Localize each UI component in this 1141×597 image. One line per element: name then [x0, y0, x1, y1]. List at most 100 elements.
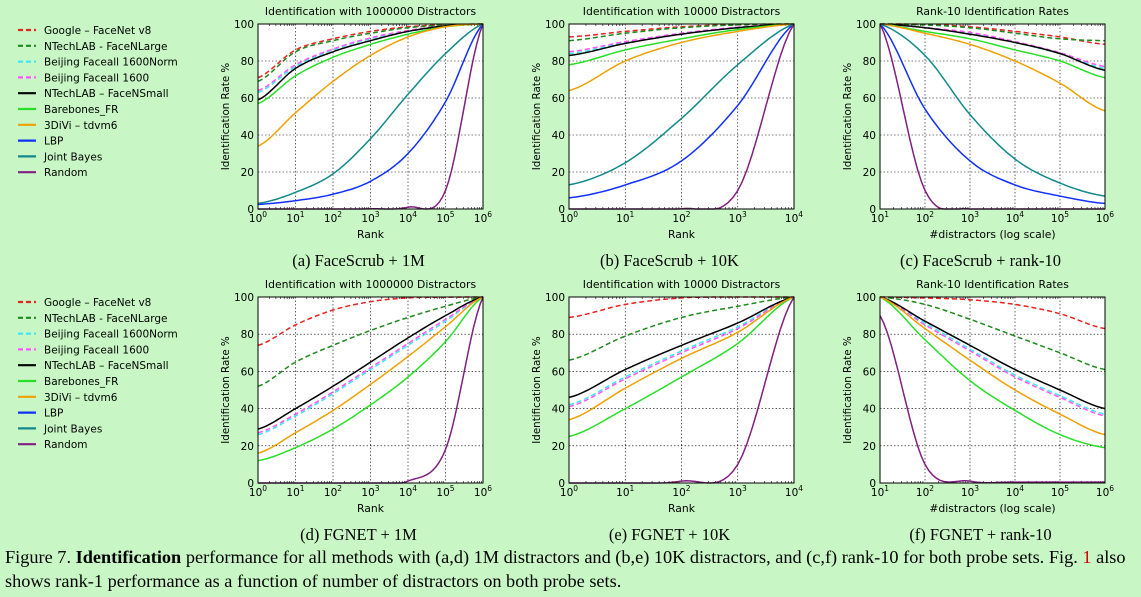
- legend-label: Beijing Faceall 1600: [44, 344, 149, 356]
- x-tick-label: 102: [672, 210, 690, 225]
- y-tick-label: 20: [552, 441, 565, 453]
- x-axis-label: Rank: [357, 502, 385, 515]
- subfigure-caption: (e) FGNET + 10K: [609, 525, 730, 544]
- series-line-norm: [257, 296, 484, 436]
- legend-item: Beijing Faceall 1600: [18, 344, 149, 356]
- series-line-divi: [879, 23, 1106, 112]
- chart-e: 100 101 102 103 104 0 20 40 60 80 100 Identificatio…: [531, 278, 803, 544]
- x-tick-label: 103: [729, 484, 747, 499]
- y-tick-label: 0: [558, 478, 565, 490]
- series-group: [879, 296, 1106, 484]
- x-axis-label: Rank: [668, 502, 696, 515]
- y-tick-label: 100: [234, 292, 254, 304]
- y-axis-label: Identification Rate %: [220, 63, 232, 171]
- legend-item: Random: [18, 439, 87, 451]
- legend-item: Barebones_FR: [18, 104, 118, 116]
- y-tick-label: 40: [863, 130, 876, 142]
- x-tick-label: 106: [474, 210, 492, 225]
- subfigure-caption: (c) FaceScrub + rank-10: [900, 251, 1061, 270]
- x-tick-label: 100: [560, 484, 578, 499]
- legend-item: Joint Bayes: [18, 151, 102, 163]
- series-line-jb: [257, 23, 484, 205]
- legend-2: Google – FaceNet v8 NTechLAB - FaceNLarge…: [18, 297, 178, 451]
- series-line-lbp: [568, 23, 795, 199]
- x-tick-label: 102: [916, 210, 934, 225]
- chart-title: Rank-10 Identification Rates: [916, 5, 1069, 18]
- series-line-divi: [257, 23, 484, 147]
- legend-label: Joint Bayes: [43, 423, 102, 435]
- y-tick-label: 0: [247, 204, 254, 216]
- chart-title: Rank-10 Identification Rates: [916, 278, 1069, 291]
- series-line-google: [880, 23, 1106, 46]
- x-tick-label: 101: [871, 484, 889, 499]
- x-axis-label: #distractors (log scale): [929, 228, 1055, 241]
- legend-label: Beijing Faceall 1600Norm: [44, 57, 178, 69]
- caption-text-1: performance for all methods with (a,d) 1…: [185, 547, 1078, 567]
- series-line-divi: [568, 23, 795, 92]
- legend-label: NTechLAB – FaceNSmall: [44, 88, 169, 100]
- y-tick-label: 100: [856, 292, 876, 304]
- legend-label: 3DiVi – tdvm6: [44, 120, 118, 132]
- subfigure-caption: (d) FGNET + 1M: [300, 525, 417, 544]
- series-group: [879, 23, 1106, 210]
- series-line-google: [568, 296, 794, 319]
- legend-label: Beijing Faceall 1600: [44, 72, 149, 84]
- y-tick-label: 60: [552, 93, 565, 105]
- series-line-divi: [568, 296, 795, 421]
- series-line-barebones: [879, 23, 1106, 79]
- x-tick-label: 101: [616, 210, 634, 225]
- legend-item: LBP: [18, 136, 63, 148]
- axes-frame: [257, 23, 484, 210]
- y-axis-label: Identification Rate %: [531, 336, 543, 444]
- legend-label: 3DiVi – tdvm6: [44, 392, 118, 404]
- legend-label: Google – FaceNet v8: [44, 25, 151, 37]
- legend-item: Beijing Faceall 1600: [18, 72, 149, 84]
- x-tick-label: 105: [436, 210, 454, 225]
- legend-label: Random: [44, 167, 87, 179]
- y-tick-label: 20: [863, 167, 876, 179]
- series-line-faceall: [568, 23, 795, 53]
- x-tick-label: 102: [324, 210, 342, 225]
- y-tick-label: 20: [552, 167, 565, 179]
- y-axis-label: Identification Rate %: [531, 63, 543, 171]
- legend-label: Barebones_FR: [44, 104, 118, 116]
- series-line-divi: [257, 296, 484, 454]
- legend-label: Joint Bayes: [43, 151, 102, 163]
- legend-item: 3DiVi – tdvm6: [18, 392, 118, 404]
- chart-c: 101 102 103 104 105 106 0 20 40 60 80 100 Rank-10 Id…: [842, 5, 1114, 270]
- y-tick-label: 20: [863, 441, 876, 453]
- legend-label: Google – FaceNet v8: [44, 297, 151, 309]
- series-line-jb: [879, 23, 1106, 197]
- legend-item: NTechLAB - FaceNLarge: [18, 41, 167, 53]
- y-tick-label: 80: [863, 56, 876, 68]
- y-tick-label: 20: [241, 167, 254, 179]
- series-line-ntechsmall: [568, 23, 795, 57]
- legend-item: Barebones_FR: [18, 376, 118, 388]
- y-tick-label: 40: [552, 130, 565, 142]
- x-tick-label: 105: [1051, 484, 1069, 499]
- series-line-ntechlarge: [568, 296, 795, 361]
- legend-item: Google – FaceNet v8: [18, 25, 151, 37]
- series-line-ntechlarge: [257, 23, 483, 83]
- y-tick-label: 60: [241, 93, 254, 105]
- series-line-faceall: [257, 296, 484, 434]
- caption-bold-term: Identification: [75, 547, 182, 567]
- subfigure-caption: (a) FaceScrub + 1M: [292, 251, 425, 270]
- axes-frame: [568, 23, 795, 210]
- series-group: [257, 296, 484, 484]
- series-line-lbp: [879, 23, 1106, 205]
- x-tick-label: 103: [961, 484, 979, 499]
- figure-reference-link[interactable]: 1: [1082, 547, 1092, 567]
- x-tick-label: 105: [1051, 210, 1069, 225]
- plot-area: [880, 297, 1105, 483]
- figure-label: Figure 7.: [5, 547, 72, 567]
- x-tick-label: 106: [1096, 210, 1114, 225]
- series-line-google: [880, 296, 1106, 330]
- y-tick-label: 80: [552, 329, 565, 341]
- y-tick-label: 0: [247, 478, 254, 490]
- y-tick-label: 40: [863, 404, 876, 416]
- chart-d: 100 101 102 103 104 105 106 0 20 40 60 80 100 Identif…: [220, 278, 492, 544]
- y-tick-label: 100: [856, 19, 876, 31]
- series-line-ntechlarge: [880, 23, 1106, 42]
